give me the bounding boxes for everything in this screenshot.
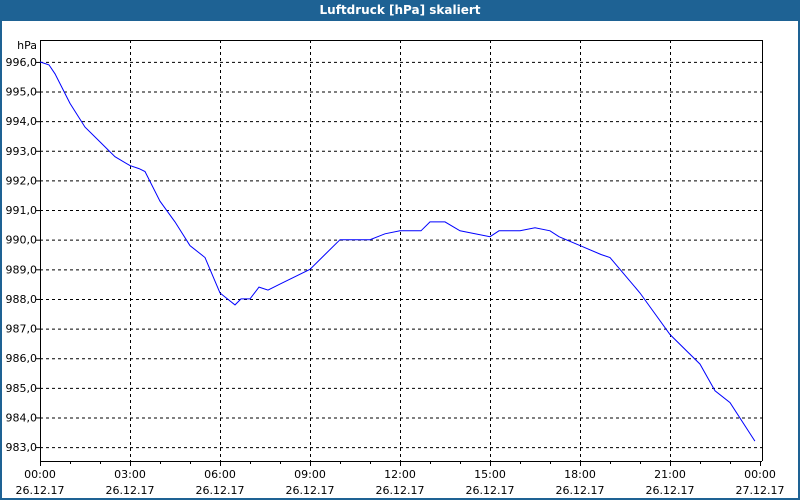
window-title: Luftdruck [hPa] skaliert bbox=[0, 0, 800, 21]
y-tick-label: 987,0 bbox=[6, 323, 38, 336]
x-tick-label-date: 26.12.17 bbox=[106, 484, 155, 497]
y-tick-label: 996,0 bbox=[6, 56, 38, 69]
y-tick-label: 994,0 bbox=[6, 115, 38, 128]
y-tick-label: 989,0 bbox=[6, 263, 38, 276]
x-tick-label-date: 26.12.17 bbox=[556, 484, 605, 497]
y-tick-label: 988,0 bbox=[6, 293, 38, 306]
pressure-line bbox=[39, 61, 756, 442]
x-tick-label-time: 00:00 bbox=[744, 468, 776, 481]
x-tick-label-time: 12:00 bbox=[384, 468, 416, 481]
y-tick-label: 990,0 bbox=[6, 234, 38, 247]
y-tick-label: 983,0 bbox=[6, 441, 38, 454]
x-tick-label-time: 00:00 bbox=[24, 468, 56, 481]
x-tick-label-date: 26.12.17 bbox=[286, 484, 335, 497]
x-tick-label-date: 26.12.17 bbox=[466, 484, 515, 497]
y-tick-label: 993,0 bbox=[6, 145, 38, 158]
x-tick-label-date: 26.12.17 bbox=[16, 484, 65, 497]
y-tick-label: 995,0 bbox=[6, 86, 38, 99]
x-tick-label-time: 18:00 bbox=[564, 468, 596, 481]
x-tick-label-date: 26.12.17 bbox=[196, 484, 245, 497]
x-tick-label-time: 06:00 bbox=[204, 468, 236, 481]
x-tick-label-date: 26.12.17 bbox=[376, 484, 425, 497]
x-tick-label-date: 27.12.17 bbox=[736, 484, 785, 497]
y-tick-label: 985,0 bbox=[6, 382, 38, 395]
x-tick-label-time: 15:00 bbox=[474, 468, 506, 481]
y-tick-label: 992,0 bbox=[6, 174, 38, 187]
y-tick-label: 991,0 bbox=[6, 204, 38, 217]
x-tick-label-date: 26.12.17 bbox=[646, 484, 695, 497]
y-axis-label: hPa bbox=[17, 39, 37, 52]
y-tick-label: 984,0 bbox=[6, 411, 38, 424]
x-tick-label-time: 09:00 bbox=[294, 468, 326, 481]
x-tick-label-time: 03:00 bbox=[114, 468, 146, 481]
y-tick-label: 986,0 bbox=[6, 352, 38, 365]
x-tick-label-time: 21:00 bbox=[654, 468, 686, 481]
